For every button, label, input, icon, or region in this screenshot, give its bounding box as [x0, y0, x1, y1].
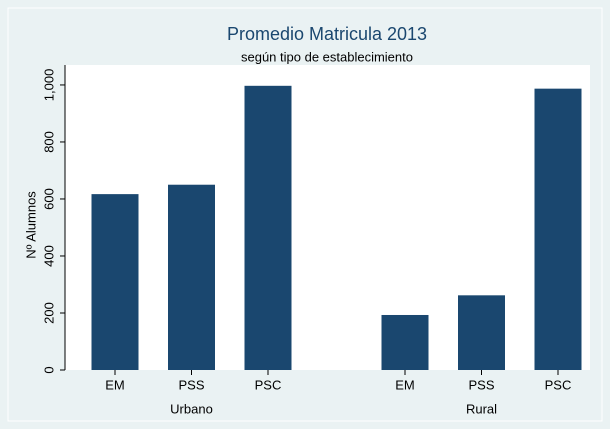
y-tick-label: 600: [41, 188, 56, 210]
bar: [458, 295, 505, 370]
x-tick-label: PSC: [545, 377, 572, 392]
bar: [244, 85, 292, 370]
y-tick-label: 800: [41, 131, 56, 153]
y-tick-label: 400: [41, 245, 56, 267]
y-tick-label: 0: [41, 366, 56, 373]
y-tick-label: 200: [41, 302, 56, 324]
y-axis-title: Nº Alumnos: [23, 191, 38, 259]
frame: [7, 7, 603, 422]
bar: [381, 314, 429, 370]
group-label: Rural: [466, 401, 497, 416]
bar: [168, 184, 215, 370]
bar: [534, 88, 582, 371]
bar: [91, 194, 139, 370]
y-tick-label: 1,000: [41, 69, 56, 102]
x-tick-label: PSS: [178, 377, 204, 392]
x-tick-label: EM: [105, 377, 125, 392]
chart-subtitle: según tipo de establecimiento: [241, 49, 413, 64]
plot-area: [65, 65, 590, 370]
x-tick-label: PSS: [468, 377, 494, 392]
chart-title: Promedio Matricula 2013: [227, 24, 427, 44]
x-tick-label: EM: [395, 377, 415, 392]
group-label: Urbano: [170, 401, 213, 416]
x-tick-label: PSC: [255, 377, 282, 392]
